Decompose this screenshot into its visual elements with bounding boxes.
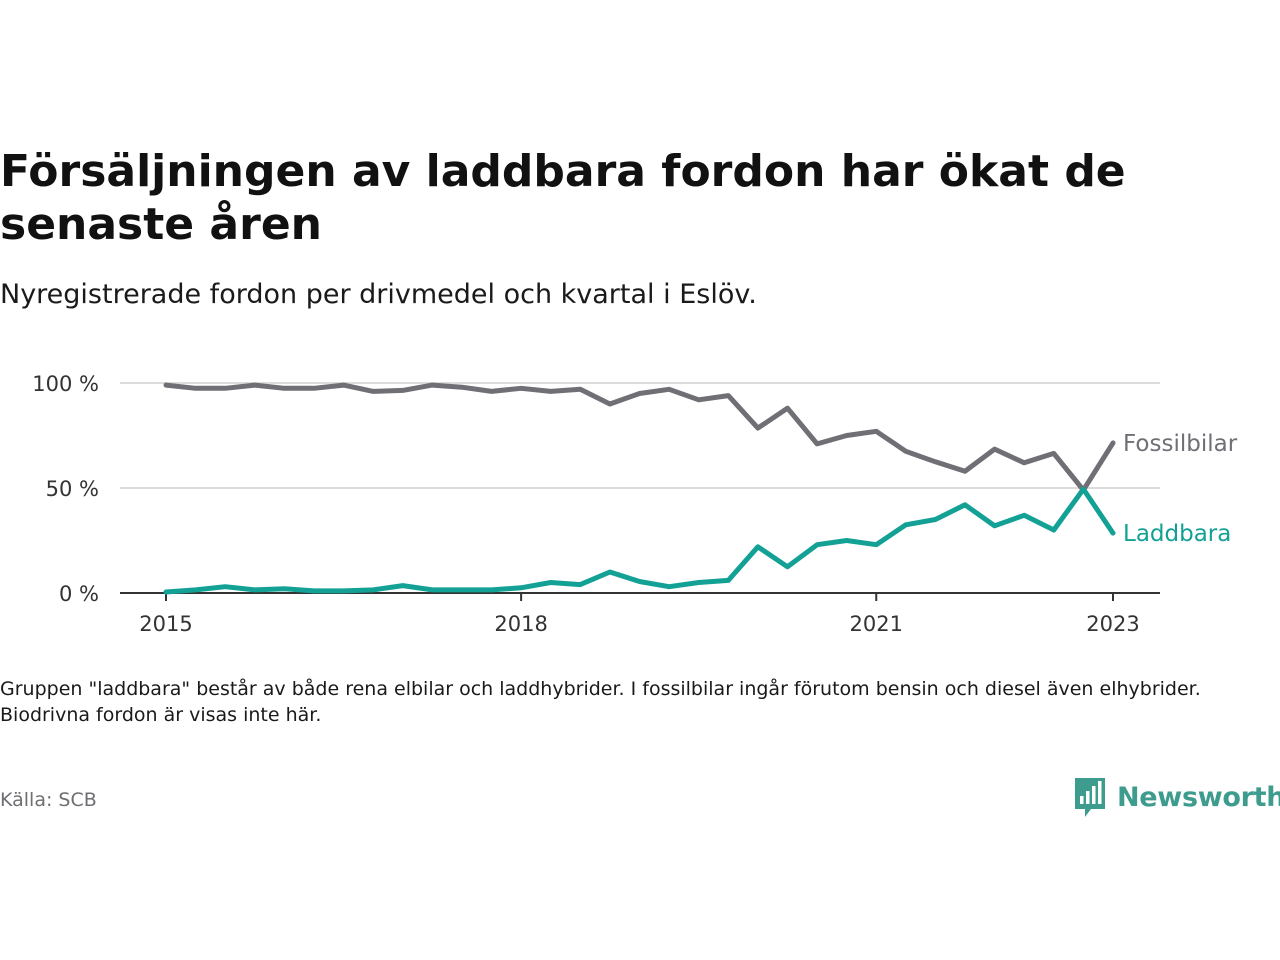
newsworthy-logo-icon	[1075, 778, 1105, 817]
chart-subtitle: Nyregistrerade fordon per drivmedel och …	[0, 279, 757, 310]
x-tick-label: 2015	[139, 612, 192, 636]
series-line-fossilbilar	[163, 382, 1116, 493]
series-line-laddbara	[163, 486, 1116, 595]
y-tick-label: 50 %	[46, 477, 99, 501]
brand-name: Newsworthy	[1117, 781, 1280, 813]
series-label-laddbara: Laddbara	[1123, 521, 1231, 547]
x-tick-label: 2023	[1086, 612, 1139, 636]
line-chart: 0 % 50 % 100 % 2015 2018 2021 2023 Fossilbilar…	[32, 372, 1238, 636]
x-tick-label: 2018	[494, 612, 547, 636]
series-label-fossilbilar: Fossilbilar	[1123, 431, 1238, 457]
chart-title: Försäljningen av laddbara fordon har öka…	[0, 146, 1126, 250]
chart-footnote: Gruppen "laddbara" består av både rena e…	[0, 678, 1201, 726]
y-tick-label: 0 %	[59, 582, 99, 606]
x-tick-label: 2021	[850, 612, 903, 636]
y-tick-label: 100 %	[32, 372, 99, 396]
source-label: Källa: SCB	[0, 789, 97, 811]
newsworthy-brand: Newsworthy	[1073, 775, 1280, 819]
